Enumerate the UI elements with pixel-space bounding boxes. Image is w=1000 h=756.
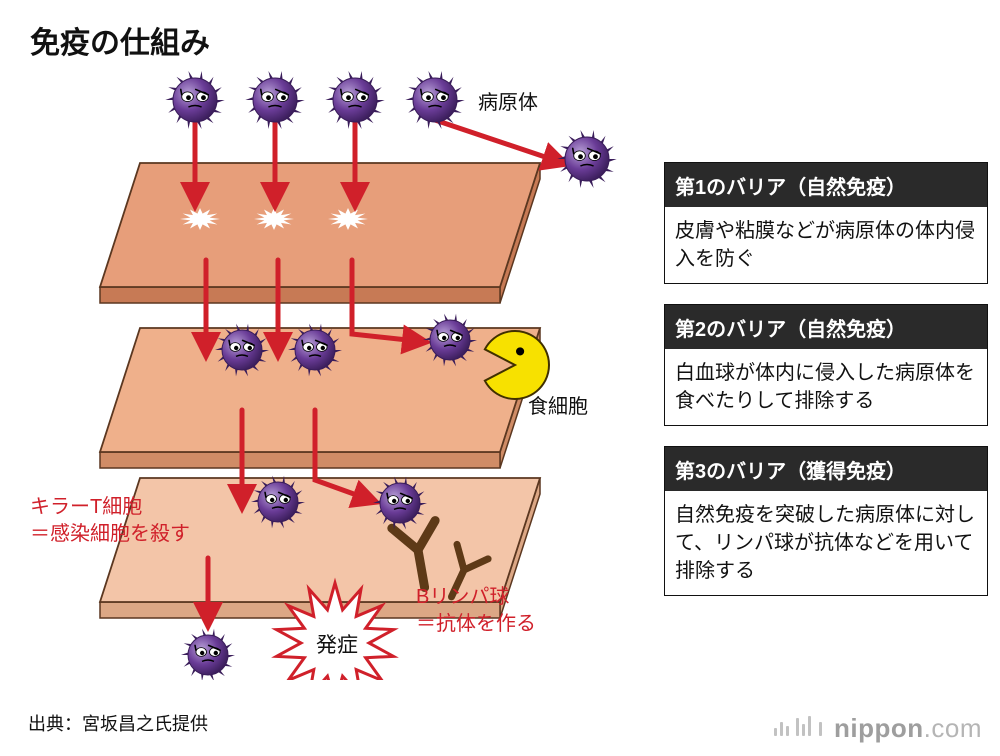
- info-box-3-head: 第3のバリア（獲得免疫）: [665, 447, 987, 491]
- info-box-3-body: 自然免疫を突破した病原体に対して、リンパ球が抗体などを用いて排除する: [665, 491, 987, 595]
- info-box-1-head: 第1のバリア（自然免疫）: [665, 163, 987, 207]
- info-box-1-body: 皮膚や粘膜などが病原体の体内侵入を防ぐ: [665, 207, 987, 283]
- info-box-1: 第1のバリア（自然免疫） 皮膚や粘膜などが病原体の体内侵入を防ぐ: [664, 162, 988, 284]
- info-box-2: 第2のバリア（自然免疫） 白血球が体内に侵入した病原体を食べたりして排除する: [664, 304, 988, 426]
- brand-name: nippon: [834, 713, 924, 743]
- info-box-2-body: 白血球が体内に侵入した病原体を食べたりして排除する: [665, 349, 987, 425]
- diagram-stage: [20, 60, 640, 680]
- brand-bars-icon: [771, 716, 822, 741]
- label-b-cell: Bリンパ球 ＝抗体を作る: [416, 584, 536, 638]
- label-pathogen: 病原体: [478, 90, 538, 117]
- info-box-2-head: 第2のバリア（自然免疫）: [665, 305, 987, 349]
- brand-suffix: .com: [924, 713, 982, 743]
- label-onset: 発症: [316, 632, 358, 660]
- page-title: 免疫の仕組み: [30, 18, 210, 62]
- brand-logo: nippon.com: [771, 713, 982, 744]
- brand-word: nippon.com: [834, 713, 982, 743]
- info-boxes: 第1のバリア（自然免疫） 皮膚や粘膜などが病原体の体内侵入を防ぐ 第2のバリア（…: [664, 162, 988, 616]
- source-credit: 出典：宮坂昌之氏提供: [28, 710, 208, 736]
- label-phagocyte: 食細胞: [528, 394, 588, 421]
- diagram-svg: [20, 60, 640, 680]
- info-box-3: 第3のバリア（獲得免疫） 自然免疫を突破した病原体に対して、リンパ球が抗体などを…: [664, 446, 988, 596]
- label-killer-t: キラーT細胞 ＝感染細胞を殺す: [30, 494, 190, 548]
